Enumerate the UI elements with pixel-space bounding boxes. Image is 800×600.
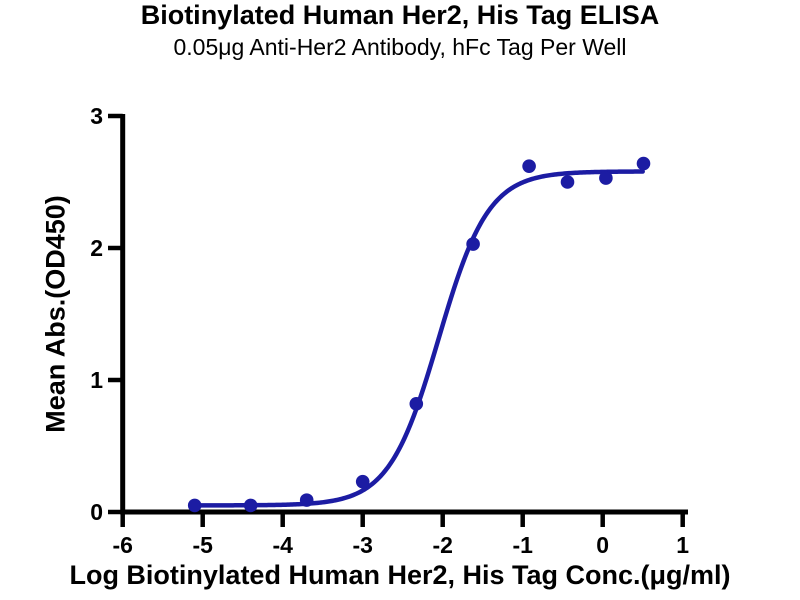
data-point (522, 159, 536, 173)
y-tick-label: 0 (90, 499, 103, 525)
data-point (355, 474, 370, 489)
x-tick-label: -2 (432, 532, 452, 558)
x-tick-label: -1 (512, 532, 533, 558)
x-tick-label: 0 (596, 532, 609, 558)
sigmoid-fit-curve (192, 169, 645, 508)
data-point (599, 171, 613, 185)
x-tick-label: -4 (272, 532, 293, 558)
x-tick-label: -5 (192, 532, 213, 558)
y-axis-ticks: 0 1 2 3 (90, 103, 123, 525)
x-axis-ticks: -6 -5 -4 -3 -2 -1 0 1 (112, 512, 689, 558)
chart-subtitle: 0.05μg Anti-Her2 Antibody, hFc Tag Per W… (173, 34, 627, 60)
x-axis-label: Log Biotinylated Human Her2, His Tag Con… (69, 560, 731, 590)
data-points (187, 156, 651, 513)
chart-title: Biotinylated Human Her2, His Tag ELISA (140, 0, 660, 30)
y-tick-label: 2 (90, 235, 103, 261)
y-tick-label: 1 (90, 367, 103, 393)
y-tick-label: 3 (90, 103, 103, 129)
x-tick-label: -6 (112, 532, 132, 558)
data-point (560, 175, 575, 189)
data-point (409, 396, 424, 411)
data-point (243, 498, 258, 513)
data-point (299, 493, 314, 507)
data-point (466, 237, 480, 251)
x-tick-label: -3 (352, 532, 372, 558)
data-point (187, 498, 202, 513)
data-point (636, 156, 651, 171)
x-tick-label: 1 (676, 532, 689, 558)
axes (120, 114, 688, 515)
